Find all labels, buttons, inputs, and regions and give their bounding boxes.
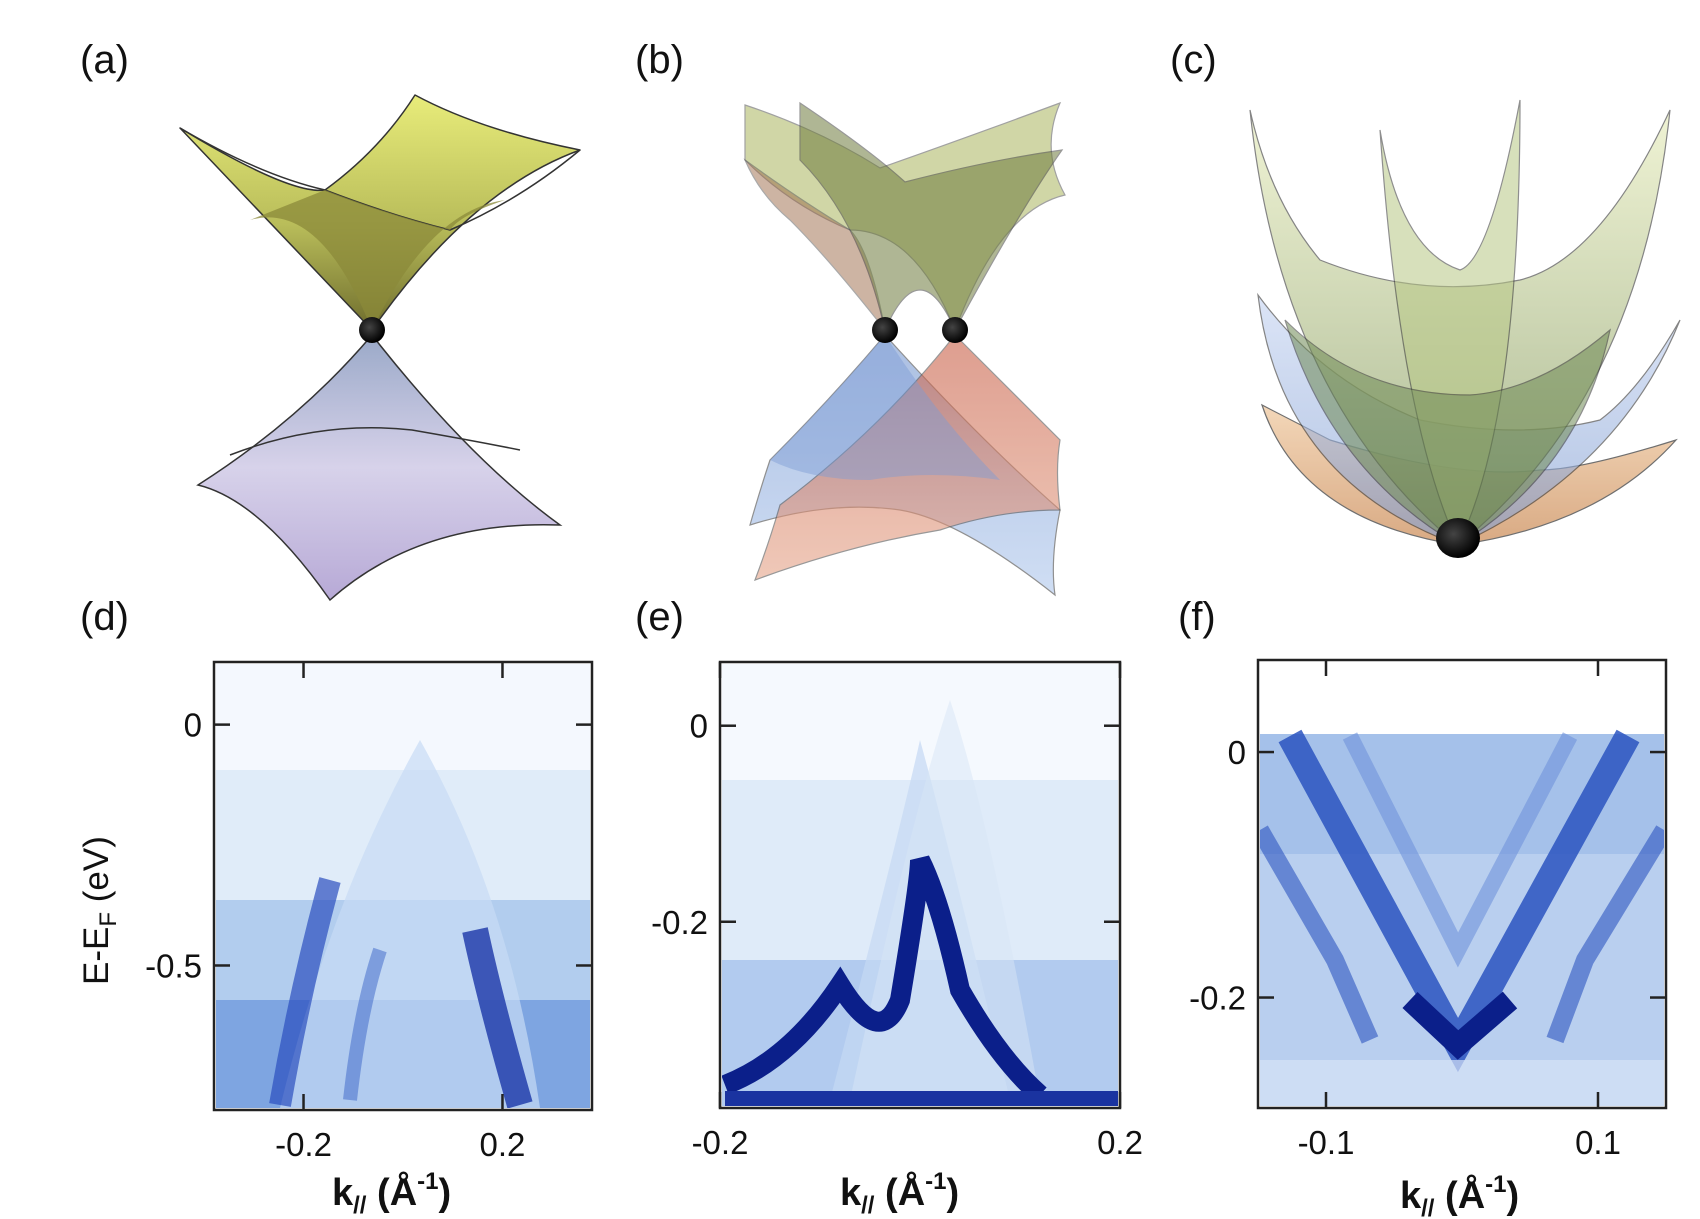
plot-frame-f [1256, 658, 1668, 1110]
x-tick-label-e: 0.2 [1097, 1124, 1143, 1161]
panel-a-dirac-cone [179, 94, 581, 602]
panel-label-e: (e) [635, 595, 684, 639]
x-axis-label-f: k// (Å-1) [1400, 1171, 1519, 1219]
band-bottom-point [1436, 518, 1480, 558]
x-axis-label-d: k// (Å-1) [332, 1168, 451, 1219]
x-axis-label-e: k// (Å-1) [840, 1168, 959, 1219]
lower-cone-rim [229, 427, 521, 456]
x-tick-label-e: -0.2 [692, 1124, 749, 1161]
lower-sheet-blue-front [770, 335, 1000, 480]
y-tick-label-d: -0.5 [145, 947, 202, 984]
axes-layer: -0.2 0.2 0 -0.5 -0.2 0.2 0 -0.2 -0.1 0.1 0 -0.2 [145, 658, 1668, 1163]
weyl-point-right [942, 317, 968, 343]
plot-frame-e [718, 660, 1122, 1110]
x-tick-label-d: -0.2 [275, 1126, 332, 1163]
y-tick-label-e: 0 [690, 708, 708, 745]
x-tick-label-f: -0.1 [1298, 1124, 1355, 1161]
panel-label-f: (f) [1178, 595, 1216, 639]
y-axis-label-d: E-EF (eV) [77, 836, 122, 985]
lower-sheet-red [753, 334, 1061, 582]
upper-sheet-front [799, 101, 1064, 332]
panel-label-a: (a) [80, 38, 129, 82]
panel-c-parabolic-bands [1249, 99, 1681, 558]
upper-cone-front [250, 190, 505, 330]
panel-label-c: (c) [1170, 38, 1217, 82]
arpes-panel-e [722, 664, 1118, 1106]
lower-cone-surface [196, 333, 563, 602]
x-tick-label-d: 0.2 [480, 1126, 526, 1163]
y-tick-label-f: -0.2 [1189, 980, 1246, 1017]
weyl-point-left [872, 317, 898, 343]
plot-frame-d [212, 660, 594, 1112]
green-band-front [1284, 319, 1611, 546]
y-tick-label-e: -0.2 [651, 904, 708, 941]
y-tick-label-f: 0 [1228, 734, 1246, 771]
arpes-panel-d [216, 664, 590, 1108]
panel-b-weyl-cones [743, 101, 1066, 597]
dirac-point-a [359, 317, 385, 343]
y-tick-label-d: 0 [184, 707, 202, 744]
panel-label-b: (b) [635, 38, 684, 82]
panel-label-d: (d) [80, 595, 129, 639]
arpes-panel-f [1260, 729, 1664, 1106]
x-tick-label-f: 0.1 [1575, 1124, 1621, 1161]
